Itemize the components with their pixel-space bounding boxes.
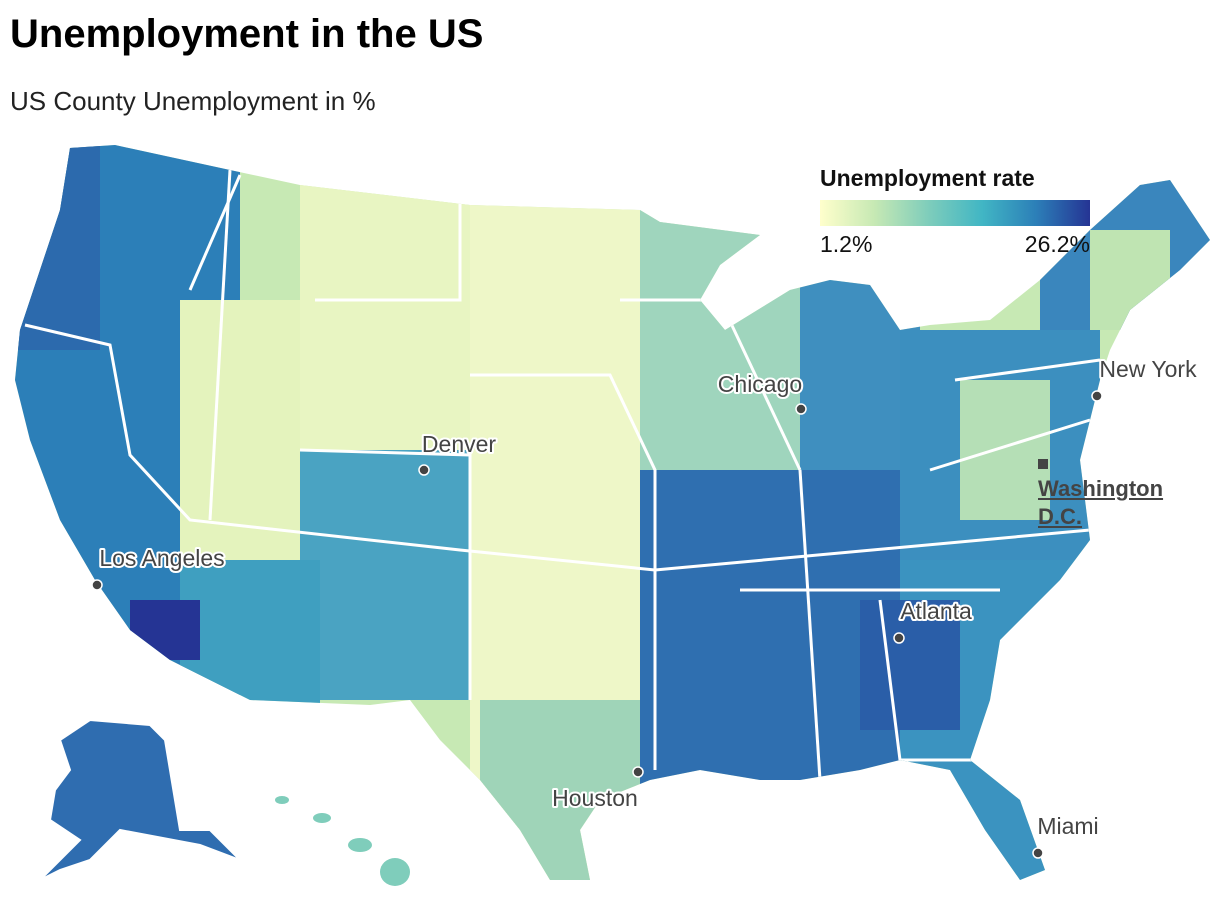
city-label: Washington D.C. — [1038, 476, 1164, 529]
city-marker — [91, 579, 103, 591]
city-label: Houston — [552, 785, 638, 811]
city-label: Chicago — [718, 371, 802, 397]
legend-title: Unemployment rate — [820, 165, 1035, 191]
city-marker — [795, 403, 807, 415]
hawaii — [275, 796, 410, 886]
legend-max-label: 26.2% — [1025, 231, 1090, 257]
city-label: Miami — [1037, 813, 1098, 839]
city-marker — [418, 464, 430, 476]
legend-bar — [820, 200, 1090, 226]
title: Unemployment in the US — [10, 12, 484, 56]
city-label: Denver — [422, 431, 496, 457]
city-marker — [893, 632, 905, 644]
city-label: Los Angeles — [99, 545, 224, 571]
city-label: New York — [1099, 356, 1197, 382]
city-label: Atlanta — [900, 598, 972, 624]
capital-marker — [1038, 459, 1048, 469]
alaska — [39, 718, 241, 881]
city-marker — [1032, 847, 1044, 859]
legend-min-label: 1.2% — [820, 231, 872, 257]
cities: Chicago Denver Los Angeles New York Atlanta H… — [91, 354, 1199, 859]
subtitle: US County Unemployment in % — [10, 86, 376, 116]
city-marker — [1091, 390, 1103, 402]
city-marker — [632, 766, 644, 778]
